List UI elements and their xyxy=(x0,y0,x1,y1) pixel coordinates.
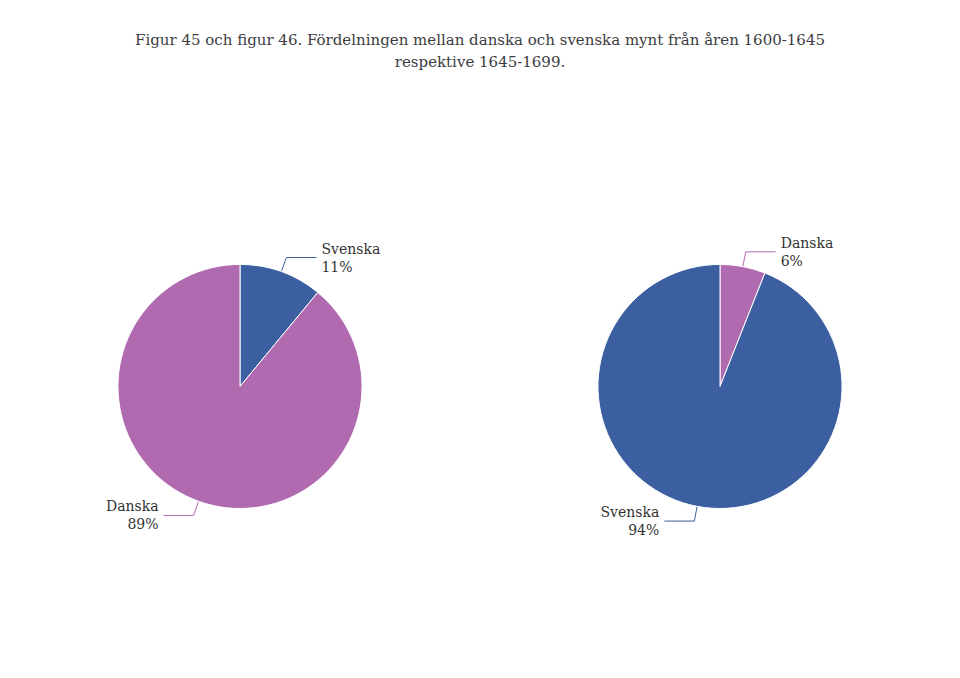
svg-text:94%: 94% xyxy=(628,522,659,538)
svg-text:11%: 11% xyxy=(321,259,352,275)
svg-text:Svenska: Svenska xyxy=(600,504,659,520)
svg-text:Danska: Danska xyxy=(106,498,159,514)
svg-text:6%: 6% xyxy=(781,253,803,269)
svg-text:Danska: Danska xyxy=(781,235,834,251)
svg-text:Svenska: Svenska xyxy=(321,241,380,257)
svg-text:Figur 45 och figur 46. Fördeln: Figur 45 och figur 46. Fördelningen mell… xyxy=(135,31,825,49)
svg-text:89%: 89% xyxy=(127,516,158,532)
svg-text:respektive 1645-1699.: respektive 1645-1699. xyxy=(395,53,565,71)
